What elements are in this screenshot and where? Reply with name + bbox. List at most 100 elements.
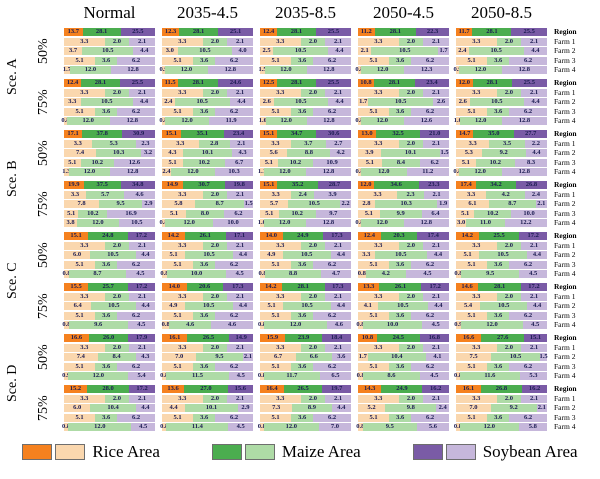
bar-segment: 2.4 <box>436 404 449 413</box>
segment-value: 10.5 <box>395 98 407 106</box>
segment-value: 4.4 <box>335 98 344 106</box>
bar-row: 12.3 28.1 25.1 <box>162 28 254 36</box>
bar-segment: 16.1 <box>162 334 188 342</box>
bar-segment: 14.6 <box>456 283 479 291</box>
segment-value: 6.2 <box>523 311 533 319</box>
bar-segment: 17.2 <box>129 385 155 393</box>
bar-segment: 15.1 <box>260 181 278 189</box>
row-label: Farm 3 <box>554 361 576 371</box>
bar-row: 5.1 3.6 6.2 <box>162 413 253 422</box>
bar-row: 5.1 3.6 6.2 <box>162 311 253 320</box>
bar-segment: 5.1 <box>456 251 480 260</box>
bar-segment: 2.1 <box>423 343 449 352</box>
bar-row: 5.1 3.6 6.2 <box>162 107 253 116</box>
segment-value: 2.0 <box>504 292 513 300</box>
bar-segment: 2.0 <box>104 292 130 301</box>
segment-value: 2.1 <box>432 394 441 402</box>
bar-row: 7.8 9.5 2.9 <box>64 200 155 209</box>
bar-segment: 12.6 <box>403 117 449 126</box>
segment-value: 2.1 <box>236 37 245 45</box>
segment-value: 14.2 <box>167 232 179 239</box>
bar-row: 5.1 3.6 6.2 <box>260 56 351 65</box>
segment-value: 2.6 <box>262 98 271 106</box>
segment-value: 3.3 <box>276 343 285 351</box>
bar-segment: 3.8 <box>64 219 78 228</box>
bar-row: 1.3 12.0 12.8 <box>62 168 155 177</box>
segment-value: 6.2 <box>327 56 337 64</box>
segment-value: 4.2 <box>381 270 390 278</box>
bar-segment: 3.6 <box>95 413 118 422</box>
bar-segment: 12.0 <box>263 168 307 177</box>
chart-block: 15.1 35.2 28.7 3.3 2.4 3.9 5.7 10.5 2.2 5.1 10.2 9.… <box>258 180 351 229</box>
bar-row: 3.3 2.0 2.1 <box>162 241 253 250</box>
segment-value: 3.3 <box>276 241 285 249</box>
bar-segment: 10.2 <box>277 158 314 167</box>
segment-value: 3.6 <box>396 260 405 268</box>
bar-segment: 10.8 <box>358 334 377 342</box>
bar-segment: 4.2 <box>330 149 351 158</box>
segment-value: 24.9 <box>297 232 309 239</box>
bar-segment: 27.0 <box>184 385 228 393</box>
bar-segment: 4.4 <box>135 251 155 260</box>
bar-segment: 2.5 <box>260 47 274 56</box>
bar-segment: 5.1 <box>456 158 476 167</box>
bar-row: 0.9 12.0 4.5 <box>454 321 547 330</box>
bar-segment: 5.1 <box>64 311 96 320</box>
segment-value: 10.2 <box>489 158 502 166</box>
percent-label: 75% <box>36 191 51 218</box>
segment-value: 5.1 <box>369 413 378 421</box>
bar-segment: 5.6 <box>260 149 288 158</box>
bar-segment: 28.1 <box>81 79 120 87</box>
bar-segment: 6.2 <box>117 56 155 65</box>
bar-row: 5.1 3.6 6.2 <box>456 311 547 320</box>
segment-value: 10.1 <box>404 149 417 157</box>
bar-row: 3.3 2.0 2.1 <box>456 292 547 301</box>
bar-segment: 10.5 <box>377 302 428 311</box>
segment-value: 17.4 <box>460 181 472 188</box>
bar-segment: 0.8 <box>61 117 69 126</box>
bar-row: 7.3 8.9 4.4 <box>260 404 351 413</box>
row-label: Farm 3 <box>554 310 576 320</box>
bar-segment: 3.3 <box>358 88 399 97</box>
segment-value: 5.1 <box>461 209 470 217</box>
segment-value: 17.1 <box>233 232 246 239</box>
row-label: Farm 4 <box>554 218 576 228</box>
segment-value: 12.0 <box>458 79 470 86</box>
bar-segment: 34.2 <box>476 181 516 189</box>
segment-value: 6.2 <box>327 413 337 421</box>
bar-row: 0.8 12.0 5.8 <box>454 423 547 432</box>
bar-segment: 9.5 <box>460 270 520 279</box>
bar-segment: 23.3 <box>418 181 449 189</box>
segment-value: 5.8 <box>528 423 537 431</box>
segment-value: 4.4 <box>237 98 246 106</box>
bar-segment: 8.7 <box>194 200 245 209</box>
bar-segment: 0.8 <box>62 423 70 432</box>
bar-segment: 2.8 <box>358 200 375 209</box>
segment-value: 5.1 <box>173 260 182 268</box>
segment-value: 10.2 <box>487 209 499 217</box>
bar-row: 0.8 12.0 11.2 <box>355 168 449 177</box>
row-label: Region <box>554 231 577 240</box>
bar-segment: 2.0 <box>104 394 130 403</box>
bar-segment: 0.8 <box>258 270 267 279</box>
segment-value: 16.2 <box>430 385 442 392</box>
bar-segment: 3.3 <box>456 88 497 97</box>
segment-value: 10.8 <box>360 79 372 86</box>
bar-segment: 9.2 <box>490 404 537 413</box>
bar-segment: 10.5 <box>282 251 331 260</box>
bar-row: 0.8 12.0 12.8 <box>453 168 547 177</box>
bar-segment: 3.6 <box>487 362 510 371</box>
segment-value: 4.5 <box>236 372 245 380</box>
segment-value: 28.1 <box>95 28 108 35</box>
bar-segment: 3.3 <box>358 292 399 301</box>
bar-segment: 4.5 <box>405 270 449 279</box>
segment-value: 10.3 <box>228 168 240 176</box>
segment-value: 10.5 <box>107 251 119 259</box>
segment-value: 3.3 <box>178 292 187 300</box>
segment-value: 6.2 <box>425 107 435 115</box>
bar-segment: 2.0 <box>202 343 228 352</box>
bar-row: 6.0 10.4 4.4 <box>64 404 155 413</box>
bar-row: 5.1 3.6 6.2 <box>260 311 351 320</box>
bar-segment: 11.9 <box>209 117 253 126</box>
segment-value: 3.8 <box>66 219 75 227</box>
